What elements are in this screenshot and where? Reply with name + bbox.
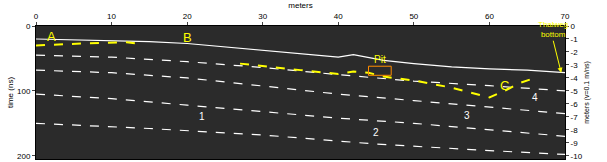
svg-text:-1: -1 (571, 35, 579, 44)
svg-text:meters (v=0.1 m/ns): meters (v=0.1 m/ns) (583, 61, 591, 123)
svg-text:-2: -2 (571, 48, 579, 57)
svg-text:-10: -10 (571, 152, 583, 161)
svg-text:0: 0 (34, 12, 39, 21)
svg-text:60: 60 (485, 12, 494, 21)
svg-text:C: C (500, 78, 509, 93)
svg-text:200: 200 (17, 152, 31, 161)
svg-text:0: 0 (26, 22, 31, 31)
svg-text:100: 100 (17, 87, 31, 96)
svg-text:20: 20 (183, 12, 192, 21)
svg-text:-6: -6 (571, 100, 579, 109)
svg-text:-3: -3 (571, 61, 579, 70)
svg-text:3: 3 (464, 110, 470, 121)
svg-text:-9: -9 (571, 139, 579, 148)
svg-text:Thalwegbottom: Thalwegbottom (538, 20, 568, 39)
svg-text:-8: -8 (571, 126, 579, 135)
svg-text:-5: -5 (571, 87, 579, 96)
svg-text:70: 70 (561, 12, 570, 21)
svg-text:-7: -7 (571, 113, 579, 122)
svg-text:-4: -4 (571, 74, 579, 83)
svg-text:Pit: Pit (374, 54, 386, 65)
svg-text:1: 1 (199, 111, 205, 122)
svg-text:40: 40 (334, 12, 343, 21)
svg-text:50: 50 (409, 12, 418, 21)
svg-text:time (ns): time (ns) (6, 77, 15, 108)
svg-text:B: B (183, 30, 192, 45)
svg-text:0: 0 (571, 22, 576, 31)
svg-text:A: A (47, 29, 56, 44)
svg-text:4: 4 (532, 92, 538, 103)
svg-text:2: 2 (373, 127, 379, 138)
svg-text:10: 10 (107, 12, 116, 21)
svg-text:meters: meters (288, 1, 312, 10)
svg-text:30: 30 (258, 12, 267, 21)
